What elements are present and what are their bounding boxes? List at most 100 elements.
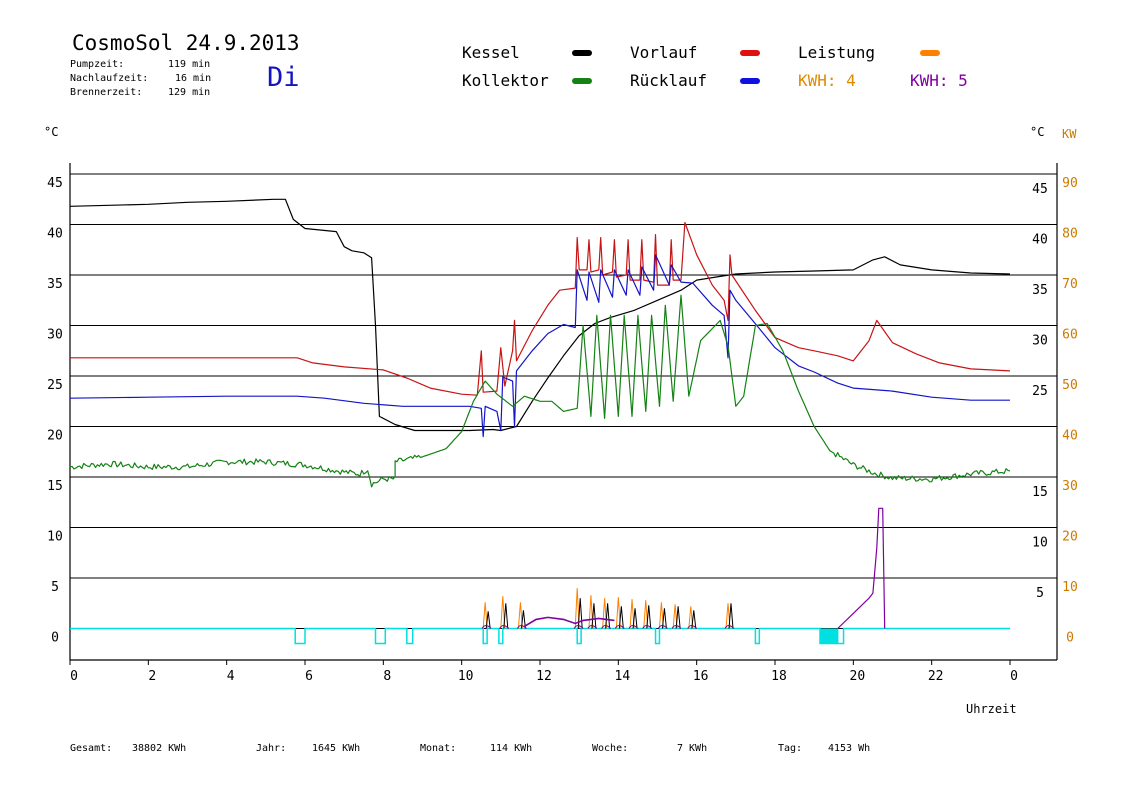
kwh5-bump [657, 625, 668, 629]
kessel-power-spike [577, 598, 583, 629]
kwh5-bump [724, 625, 735, 629]
x-axis-label: Uhrzeit [966, 702, 1017, 716]
nachlauf-time-value: 16 min [175, 73, 212, 84]
footer-monat-label: Monat: [420, 743, 457, 754]
kessel-power-spike [485, 611, 491, 629]
series-line-r-cklauf [69, 254, 1010, 438]
y-tick-right-label: 10 [1032, 536, 1048, 551]
x-tick-label: 20 [850, 669, 866, 684]
y-tick-left-label: 30 [47, 328, 63, 343]
kwh5-bump [481, 625, 492, 629]
x-tick-label: 18 [771, 669, 787, 684]
x-tick-label: 6 [305, 669, 313, 684]
x-tick-label: 14 [615, 669, 631, 684]
y-tick-kw-label: 90 [1062, 176, 1078, 191]
leistung-hump [523, 616, 615, 628]
y-tick-kw-label: 60 [1062, 328, 1078, 343]
y-tick-kw-label: 0 [1066, 631, 1074, 646]
kwh5-bump [587, 625, 598, 629]
footer-jahr-value: 1645 KWh [312, 743, 361, 754]
series-lines [69, 198, 1011, 629]
y-tick-left-label: 45 [47, 176, 63, 191]
y-tick-kw-label: 70 [1062, 277, 1078, 292]
kessel-power-spike [503, 603, 509, 629]
kwh5-bump [573, 625, 584, 629]
y-tick-left-label: 25 [47, 378, 63, 393]
legend-leistung: Leistung [798, 43, 876, 62]
y-axis-right2-unit: KW [1062, 127, 1077, 141]
legend-kwh5: KWH: 5 [910, 71, 968, 90]
legend-kollektor-swatch [572, 78, 592, 84]
footer-tag-label: Tag: [778, 743, 803, 754]
x-tick-label: 0 [1010, 669, 1018, 684]
nachlauf-time-label: Nachlaufzeit: [70, 73, 149, 84]
footer-jahr-label: Jahr: [256, 743, 287, 754]
series-line-kollektor [69, 294, 1011, 488]
series-line-kessel [69, 198, 1011, 432]
brenner-time-value: 129 min [168, 87, 211, 98]
legend-vorlauf: Vorlauf [630, 43, 698, 62]
kessel-power-spike [632, 608, 638, 629]
kessel-power-spike [661, 608, 667, 629]
kessel-power-spike [646, 605, 652, 629]
weekday-label: Di [267, 62, 300, 93]
legend-kwh4: KWH: 4 [798, 71, 856, 90]
footer-gesamt-label: Gesamt: [70, 743, 113, 754]
kessel-power-spike [728, 603, 734, 629]
gridlines [70, 173, 1057, 629]
kwh5-bump [642, 625, 653, 629]
footer-woche-value: 7 KWh [677, 743, 708, 754]
axes [69, 163, 1058, 665]
pump-status-line [70, 627, 1010, 645]
x-tick-label: 10 [458, 669, 474, 684]
x-tick-label: 12 [536, 669, 552, 684]
leistung-spike [500, 596, 506, 629]
x-tick-label: 8 [383, 669, 391, 684]
kwh5-bump [516, 625, 527, 629]
legend-leistung-swatch [920, 50, 940, 56]
y-tick-kw-label: 80 [1062, 227, 1078, 242]
kessel-power-spike [605, 603, 611, 629]
legend-vorlauf-swatch [740, 50, 760, 56]
y-tick-left-label: 35 [47, 277, 63, 292]
y-axis-left-unit: °C [44, 125, 59, 139]
y-tick-kw-label: 20 [1062, 530, 1078, 545]
series-line-vorlauf [70, 221, 1011, 396]
kwh5-bump [601, 625, 611, 629]
pump-block [820, 628, 838, 644]
legend-ruecklauf-swatch [740, 78, 760, 84]
kwh5-bump [687, 625, 698, 629]
chart-title: CosmoSol 24.9.2013 [72, 31, 300, 55]
pump-time-value: 119 min [168, 59, 211, 70]
x-tick-label: 4 [227, 669, 235, 684]
leistung-spike [517, 602, 523, 629]
y-tick-kw-label: 40 [1062, 429, 1078, 444]
pump-time-label: Pumpzeit: [70, 59, 125, 70]
tick-labels: 0 2 4 6 8 10 12 14 16 18 20 22 0 0 5 10 15 20 25 30 35 40 45 5 1… [47, 176, 1078, 684]
footer-woche-label: Woche: [592, 743, 629, 754]
kessel-power-spike [618, 606, 624, 629]
kessel-power-spike [591, 603, 597, 629]
power-spikes [70, 588, 1010, 645]
kwh5-bump [614, 625, 625, 629]
y-tick-kw-label: 30 [1062, 479, 1078, 494]
y-tick-left-label: 20 [47, 429, 63, 444]
y-tick-right-label: 35 [1032, 283, 1048, 298]
kessel-power-spike [675, 606, 681, 629]
leistung-spike [629, 599, 635, 629]
x-tick-label: 22 [928, 669, 944, 684]
y-tick-right-label: 5 [1036, 586, 1044, 601]
footer-gesamt-value: 38802 KWh [132, 743, 187, 754]
kessel-power-spike [691, 610, 697, 629]
y-tick-kw-label: 10 [1062, 580, 1078, 595]
y-tick-left-label: 15 [47, 479, 63, 494]
leistung-spike [588, 595, 594, 629]
series-line-kwh-5 [837, 507, 886, 629]
footer-tag-value: 4153 Wh [828, 743, 871, 754]
legend-kessel-swatch [572, 50, 592, 56]
brenner-time-label: Brennerzeit: [70, 87, 143, 98]
y-tick-kw-label: 50 [1062, 378, 1078, 393]
legend-kessel: Kessel [462, 43, 520, 62]
legend-ruecklauf: Rücklauf [630, 71, 708, 90]
